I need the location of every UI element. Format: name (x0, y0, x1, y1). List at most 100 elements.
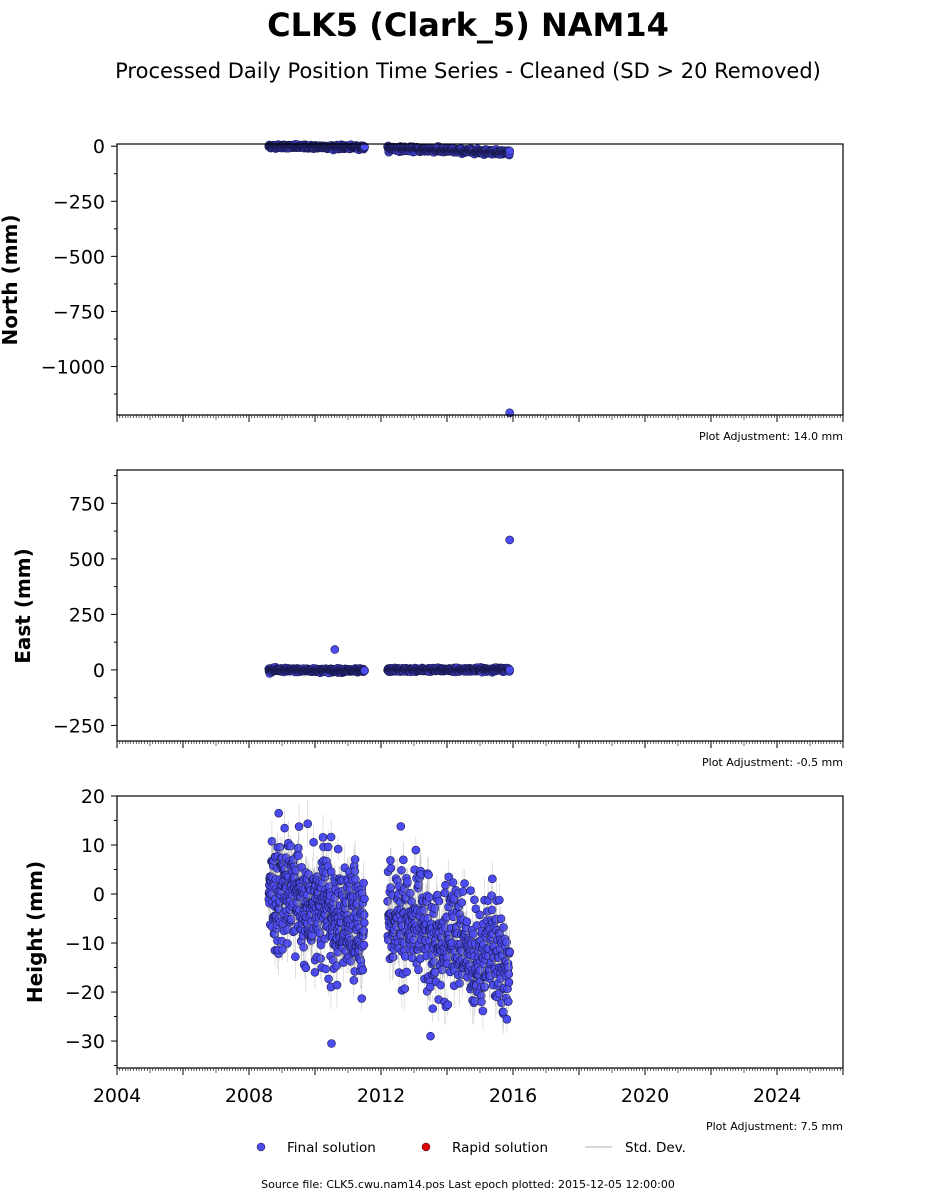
data-point (326, 832, 336, 842)
height-ytick-label: 20 (81, 786, 105, 808)
data-point (397, 866, 406, 875)
data-point (462, 917, 472, 926)
height-ytick-label: 10 (81, 835, 105, 857)
data-point (468, 929, 478, 939)
outlier-point (396, 822, 406, 831)
east-ytick-label: −250 (53, 715, 105, 737)
east-ytick-label: 250 (69, 604, 105, 626)
data-point (475, 910, 485, 920)
north-ytick-label: 0 (93, 136, 105, 158)
data-point (399, 855, 408, 865)
north-ytick-label: −500 (53, 246, 105, 268)
data-point (357, 994, 367, 1003)
data-point (349, 976, 359, 985)
data-point (411, 845, 421, 855)
data-point (309, 837, 318, 847)
data-point (505, 665, 515, 675)
data-point (470, 895, 479, 905)
data-point (359, 940, 369, 950)
data-point (318, 832, 328, 842)
data-point (495, 895, 504, 905)
east-ytick-label: 750 (69, 493, 105, 515)
data-point (504, 978, 514, 987)
east-frame (116, 469, 844, 742)
north-ytick-label: −250 (53, 191, 105, 213)
data-point (386, 863, 396, 873)
data-point (400, 984, 410, 993)
east-ytick-label: 0 (93, 660, 105, 682)
data-point (275, 842, 285, 852)
data-point (424, 870, 433, 880)
north-ytick-label: −750 (53, 301, 105, 323)
data-point (505, 947, 515, 957)
data-point (346, 957, 355, 966)
data-point (359, 878, 368, 888)
data-point (286, 915, 296, 924)
chart-title: CLK5 (Clark_5) NAM14 (267, 6, 669, 44)
panel-east: 750 500 250 0 −250 East (mm) Plot Adjustment… (11, 469, 844, 769)
data-point (428, 1004, 438, 1013)
north-ylabel: North (mm) (0, 214, 22, 345)
east-points (264, 535, 515, 678)
north-frame (116, 143, 844, 416)
data-point (440, 888, 450, 898)
data-point (267, 837, 277, 846)
data-point (280, 823, 289, 833)
data-point (299, 942, 308, 952)
data-point (502, 1014, 512, 1024)
data-point (291, 952, 300, 962)
data-point (324, 974, 333, 984)
data-point (301, 963, 311, 973)
outlier-point (360, 666, 369, 675)
north-ytick-label: −1000 (41, 357, 105, 379)
east-ylabel: East (mm) (11, 548, 35, 664)
north-ticks: 0 −250 −500 −750 −1000 (41, 136, 844, 422)
data-point (333, 844, 343, 854)
height-ytick-label: 0 (93, 884, 105, 906)
data-point (414, 880, 423, 890)
outlier-point (426, 1031, 435, 1041)
data-point (436, 980, 446, 990)
outlier-point (327, 1039, 336, 1048)
east-ytick-label: 500 (69, 549, 105, 571)
data-point (332, 980, 342, 990)
data-point (460, 879, 469, 888)
panel-north: 0 −250 −500 −750 −1000 North (mm) Plot Adjus… (0, 136, 844, 443)
data-point (358, 965, 368, 975)
outlier-point (330, 645, 340, 654)
data-point (480, 982, 490, 992)
east-ticks: 750 500 250 0 −250 (53, 475, 844, 748)
height-ytick-label: −20 (65, 982, 105, 1004)
data-point (487, 874, 497, 884)
data-point (414, 965, 423, 975)
data-point (443, 1000, 453, 1010)
data-point (503, 997, 513, 1006)
data-point (434, 896, 444, 906)
outlier-point (360, 142, 369, 152)
data-point (402, 967, 411, 977)
data-point (478, 1006, 488, 1016)
data-point (294, 851, 303, 860)
data-point (466, 886, 475, 895)
data-point (388, 952, 398, 962)
data-point (360, 894, 369, 904)
data-point (457, 898, 467, 907)
data-point (424, 893, 434, 902)
north-adjustment: Plot Adjustment: 14.0 mm (699, 430, 843, 443)
data-point (303, 819, 313, 829)
chart-subtitle: Processed Daily Position Time Series - C… (115, 59, 821, 83)
north-points (264, 140, 515, 418)
outlier-point (505, 535, 515, 545)
data-point (505, 146, 515, 156)
outlier-point (274, 808, 284, 818)
data-point (350, 855, 360, 864)
height-ytick-label: −30 (65, 1031, 105, 1053)
data-point (458, 887, 468, 896)
data-point (294, 822, 304, 831)
height-ytick-label: −10 (65, 933, 105, 955)
east-adjustment: Plot Adjustment: -0.5 mm (702, 756, 843, 769)
height-points (264, 800, 515, 1048)
data-point (386, 856, 395, 865)
